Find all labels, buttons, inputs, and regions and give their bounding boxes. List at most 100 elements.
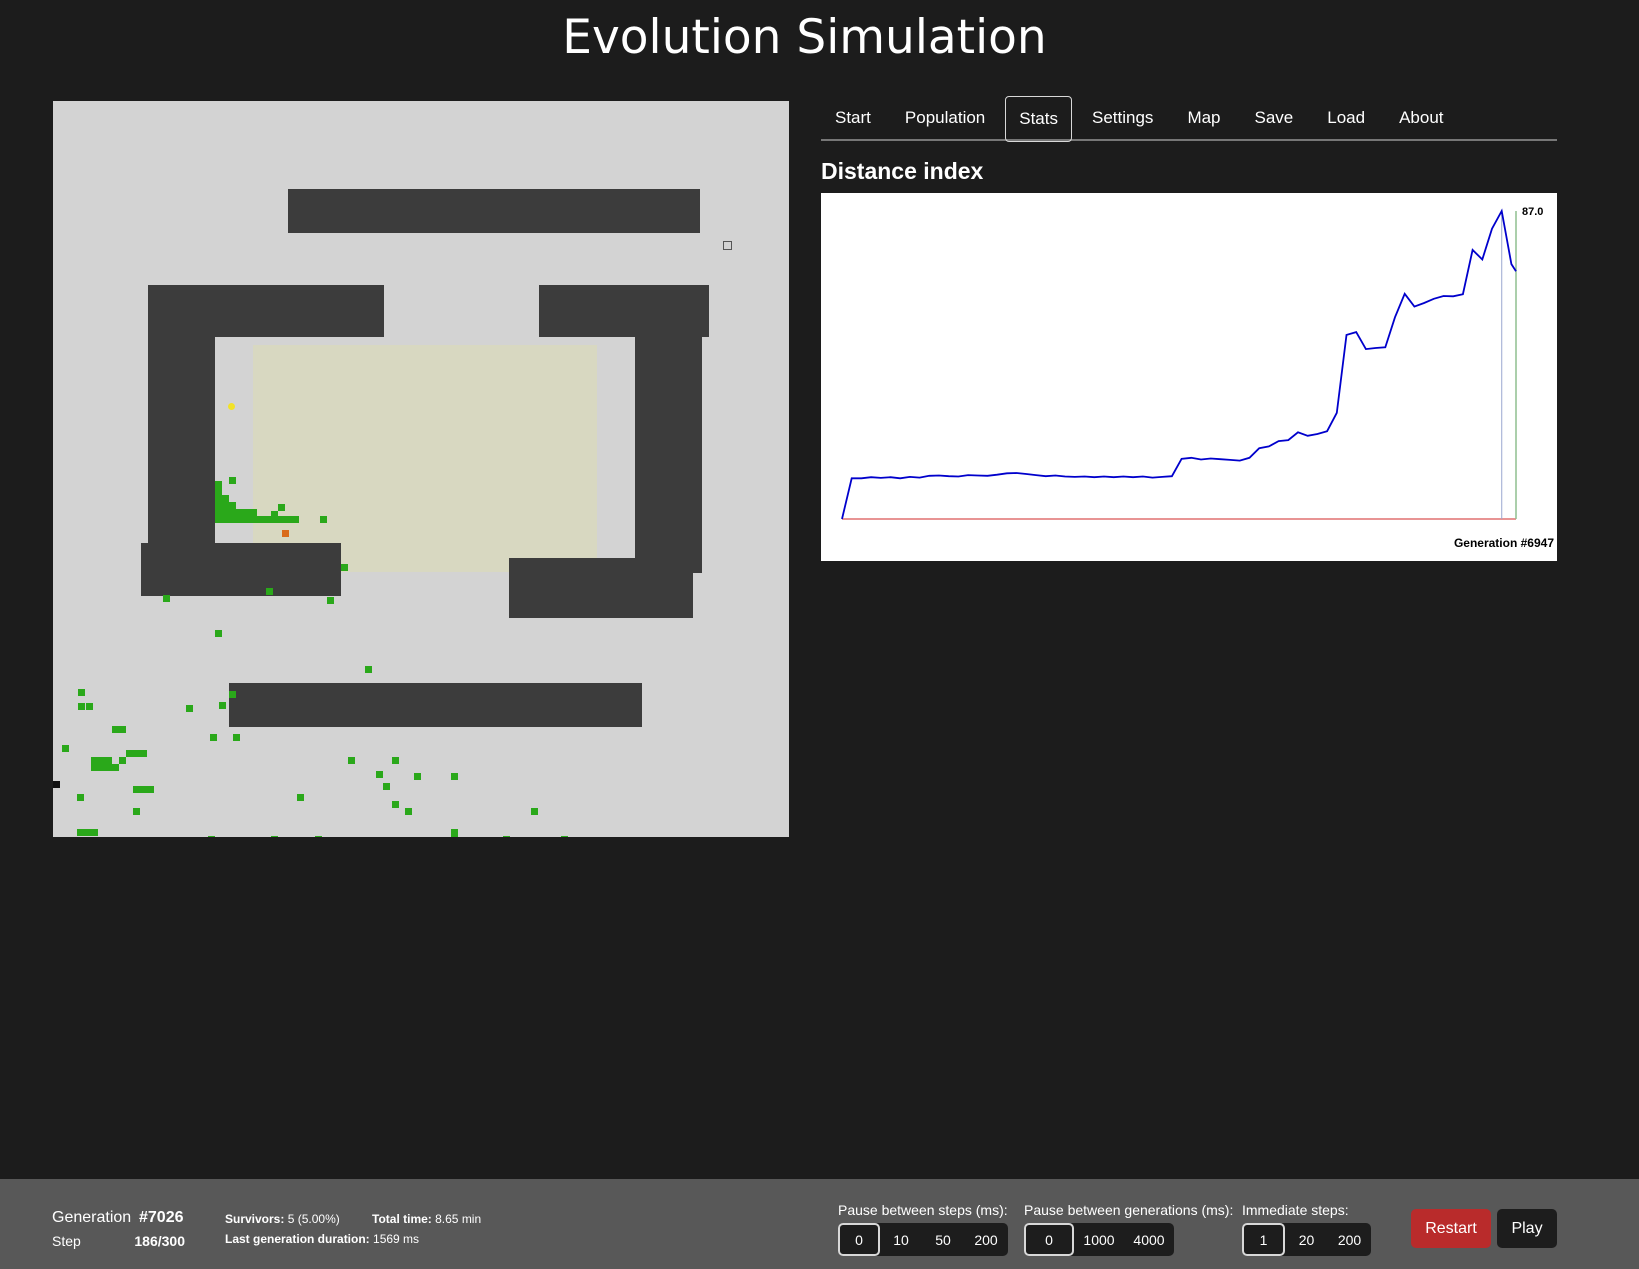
immediate-steps-option[interactable]: 20	[1298, 1231, 1315, 1248]
creature[interactable]	[78, 703, 85, 710]
creature[interactable]	[348, 757, 355, 764]
creature[interactable]	[264, 516, 271, 523]
creature[interactable]	[297, 794, 304, 801]
creature[interactable]	[222, 509, 229, 516]
creature[interactable]	[282, 530, 289, 537]
creature[interactable]	[53, 781, 60, 788]
creature[interactable]	[210, 734, 217, 741]
creature[interactable]	[531, 808, 538, 815]
creature[interactable]	[292, 516, 299, 523]
creature[interactable]	[250, 516, 257, 523]
creature[interactable]	[229, 502, 236, 509]
creature[interactable]	[91, 829, 98, 836]
tab-map[interactable]: Map	[1187, 108, 1221, 127]
creature[interactable]	[271, 516, 278, 523]
creature[interactable]	[91, 757, 98, 764]
tab-stats[interactable]: Stats	[1005, 96, 1072, 142]
creature[interactable]	[215, 630, 222, 637]
creature[interactable]	[77, 794, 84, 801]
creature[interactable]	[233, 734, 240, 741]
creature[interactable]	[405, 808, 412, 815]
creature[interactable]	[222, 495, 229, 502]
creature[interactable]	[278, 504, 285, 511]
creature[interactable]	[365, 666, 372, 673]
restart-button[interactable]: Restart	[1411, 1209, 1491, 1248]
creature[interactable]	[219, 702, 226, 709]
immediate-steps-option[interactable]: 200	[1337, 1231, 1362, 1248]
creature[interactable]	[98, 764, 105, 771]
creature[interactable]	[341, 564, 348, 571]
creature[interactable]	[383, 783, 390, 790]
creature[interactable]	[105, 764, 112, 771]
creature[interactable]	[376, 771, 383, 778]
pause-steps-option[interactable]: 10	[893, 1231, 909, 1248]
creature[interactable]	[271, 836, 278, 837]
creature[interactable]	[147, 786, 154, 793]
creature[interactable]	[91, 764, 98, 771]
tab-load[interactable]: Load	[1327, 108, 1366, 127]
pause-gens-option[interactable]: 0	[1024, 1223, 1074, 1256]
creature[interactable]	[451, 773, 458, 780]
creature[interactable]	[215, 509, 222, 516]
creature[interactable]	[243, 516, 250, 523]
pause-gens-option[interactable]: 1000	[1083, 1231, 1115, 1248]
creature[interactable]	[229, 477, 236, 484]
creature[interactable]	[126, 750, 133, 757]
creature[interactable]	[222, 502, 229, 509]
creature[interactable]	[215, 481, 222, 488]
pause-steps-option[interactable]: 200	[974, 1231, 998, 1248]
creature[interactable]	[215, 516, 222, 523]
creature[interactable]	[222, 516, 229, 523]
creature[interactable]	[84, 829, 91, 836]
creature[interactable]	[208, 836, 215, 837]
creature[interactable]	[133, 786, 140, 793]
creature[interactable]	[266, 588, 273, 595]
creature[interactable]	[62, 745, 69, 752]
pause-gens-option[interactable]: 4000	[1133, 1231, 1165, 1248]
creature[interactable]	[229, 509, 236, 516]
creature[interactable]	[133, 808, 140, 815]
tab-about[interactable]: About	[1399, 108, 1444, 127]
creature[interactable]	[77, 829, 84, 836]
creature[interactable]	[133, 750, 140, 757]
creature[interactable]	[140, 750, 147, 757]
creature[interactable]	[451, 829, 458, 836]
creature[interactable]	[229, 516, 236, 523]
tab-start[interactable]: Start	[835, 108, 871, 127]
creature[interactable]	[320, 516, 327, 523]
creature[interactable]	[271, 511, 278, 518]
creature[interactable]	[392, 801, 399, 808]
creature[interactable]	[243, 509, 250, 516]
creature[interactable]	[257, 516, 264, 523]
creature[interactable]	[163, 595, 170, 602]
creature[interactable]	[451, 836, 458, 837]
creature[interactable]	[215, 495, 222, 502]
creature[interactable]	[112, 726, 119, 733]
creature[interactable]	[86, 703, 93, 710]
creature[interactable]	[229, 691, 236, 698]
creature[interactable]	[285, 516, 292, 523]
tab-population[interactable]: Population	[904, 108, 986, 127]
creature[interactable]	[250, 509, 257, 516]
food-item[interactable]	[228, 403, 235, 410]
creature[interactable]	[278, 516, 285, 523]
tab-settings[interactable]: Settings	[1092, 108, 1154, 127]
creature[interactable]	[119, 757, 126, 764]
creature[interactable]	[98, 757, 105, 764]
creature[interactable]	[78, 689, 85, 696]
creature[interactable]	[561, 836, 568, 837]
creature[interactable]	[105, 757, 112, 764]
creature[interactable]	[315, 836, 322, 837]
immediate-steps-option[interactable]: 1	[1242, 1223, 1285, 1256]
creature[interactable]	[503, 836, 510, 837]
creature[interactable]	[392, 757, 399, 764]
creature[interactable]	[119, 726, 126, 733]
creature[interactable]	[215, 488, 222, 495]
creature[interactable]	[236, 509, 243, 516]
creature[interactable]	[112, 764, 119, 771]
simulation-world[interactable]	[53, 101, 789, 837]
creature[interactable]	[236, 516, 243, 523]
creature[interactable]	[414, 773, 421, 780]
pause-steps-option[interactable]: 0	[838, 1223, 880, 1256]
play-button[interactable]: Play	[1497, 1209, 1557, 1248]
